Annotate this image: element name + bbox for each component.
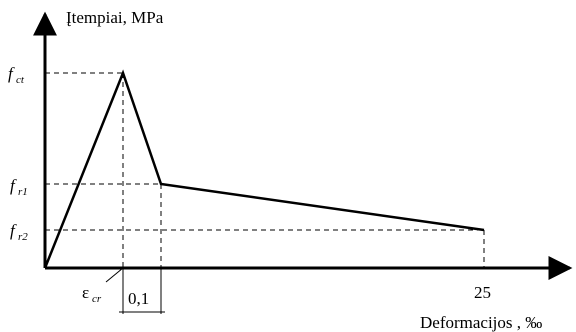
fr2-label: f r2	[10, 221, 28, 243]
stress-strain-curve	[43, 69, 485, 269]
svg-text:f: f	[10, 221, 17, 240]
svg-text:f: f	[8, 64, 15, 83]
fr1-label: f r1	[10, 176, 28, 198]
x-axis-label: Deformacijos , ‰	[420, 313, 542, 332]
eps-cr-label: ε cr	[82, 283, 102, 305]
x-end-label: 25	[474, 283, 491, 302]
fct-label: f ct	[8, 64, 25, 86]
offset-dimension	[119, 268, 165, 314]
svg-text:f: f	[10, 176, 17, 195]
svg-text:ε: ε	[82, 283, 89, 302]
svg-text:r2: r2	[18, 231, 28, 243]
svg-text:cr: cr	[92, 293, 102, 305]
svg-text:ct: ct	[16, 74, 25, 86]
y-axis-label: Įtempiai, MPa	[66, 8, 164, 27]
eps-cr-leader	[105, 267, 124, 283]
offset-label: 0,1	[128, 289, 149, 308]
svg-text:r1: r1	[18, 186, 28, 198]
